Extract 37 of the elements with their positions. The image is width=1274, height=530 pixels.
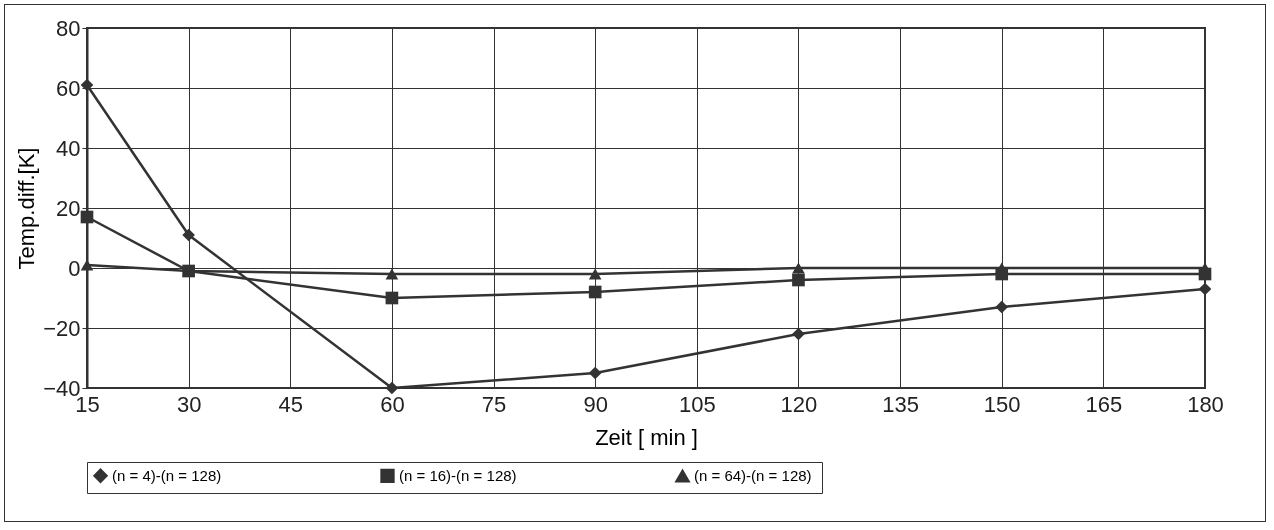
x-tick-label: 60 (380, 391, 405, 417)
point (588, 366, 602, 380)
point (80, 210, 94, 224)
y-tick-label: 0 (68, 255, 81, 281)
point (588, 268, 602, 280)
y-tick-label: 60 (56, 75, 81, 101)
y-tick-label: 80 (56, 15, 81, 41)
point (385, 381, 399, 395)
x-tick-label: 150 (983, 391, 1021, 417)
legend-label: (n = 64)-(n = 128) (694, 467, 812, 485)
point (385, 268, 399, 280)
point (792, 262, 805, 274)
x-tick-label: 75 (481, 391, 507, 417)
point (792, 327, 805, 341)
point (1198, 282, 1212, 296)
x-tick-label: 105 (678, 391, 716, 417)
x-tick-label: 90 (583, 391, 608, 417)
y-axis-title: Temp.diff.[K] (14, 147, 40, 270)
x-tick-label: 30 (176, 391, 202, 417)
x-axis-title: Zeit [ min ] (595, 424, 698, 450)
point (588, 285, 602, 299)
x-tick-label: 120 (780, 391, 818, 417)
point (995, 300, 1009, 314)
x-tick-label: 180 (1187, 391, 1224, 417)
y-tick-label: 40 (56, 135, 81, 161)
x-tick-label: 45 (278, 391, 304, 417)
legend-label: (n = 4)-(n = 128) (112, 466, 222, 484)
point (80, 259, 94, 271)
point (80, 78, 94, 92)
point (792, 273, 805, 287)
legend-label: (n = 16)-(n = 128) (399, 466, 517, 484)
y-tick-label: 20 (56, 195, 81, 221)
point (182, 228, 195, 242)
x-tick-label: 135 (882, 391, 919, 417)
x-tick-label: 165 (1085, 391, 1123, 417)
point (385, 291, 399, 305)
y-tick-label: −20 (43, 315, 81, 341)
